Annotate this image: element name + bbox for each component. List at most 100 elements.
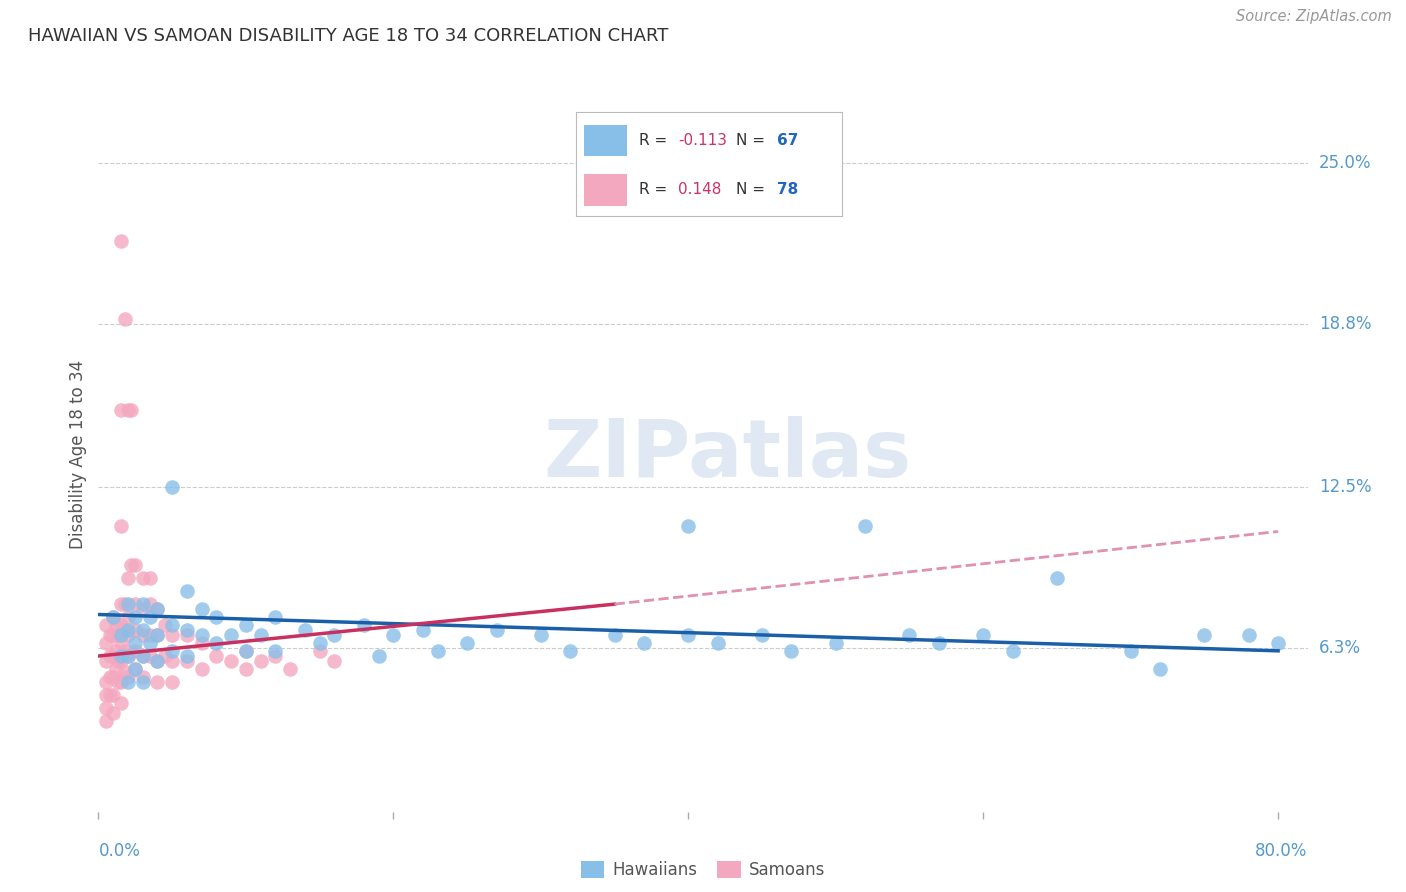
Y-axis label: Disability Age 18 to 34: Disability Age 18 to 34 <box>69 360 87 549</box>
Point <box>120 558 142 573</box>
Point <box>117 628 139 642</box>
Point <box>98 628 121 642</box>
Point <box>110 675 132 690</box>
Point <box>426 644 449 658</box>
Point <box>190 662 212 676</box>
Point <box>131 628 153 642</box>
Point <box>124 662 146 676</box>
Point <box>160 654 183 668</box>
Point <box>117 670 139 684</box>
Point <box>751 628 773 642</box>
Point <box>146 654 169 668</box>
Point <box>117 648 139 663</box>
Point <box>678 519 700 533</box>
Point <box>98 648 121 663</box>
Point <box>139 597 162 611</box>
Point <box>1046 571 1069 585</box>
Point <box>110 234 132 248</box>
Point <box>1194 628 1216 642</box>
Text: 25.0%: 25.0% <box>1319 154 1371 172</box>
Point <box>160 675 183 690</box>
Point <box>124 610 146 624</box>
Point <box>114 311 136 326</box>
Point <box>235 618 257 632</box>
Point <box>131 648 153 663</box>
Point <box>131 602 153 616</box>
Point <box>176 584 198 599</box>
Point <box>101 648 124 663</box>
Point <box>706 636 728 650</box>
Point <box>780 644 803 658</box>
Point <box>101 610 124 624</box>
Point <box>146 628 169 642</box>
Point <box>456 636 478 650</box>
Point <box>176 623 198 637</box>
Point <box>101 706 124 720</box>
Point <box>139 648 162 663</box>
Point <box>205 636 228 650</box>
Point <box>190 628 212 642</box>
Point <box>235 662 257 676</box>
Point <box>485 623 508 637</box>
Point <box>139 636 162 650</box>
Point <box>205 648 228 663</box>
Legend: Hawaiians, Samoans: Hawaiians, Samoans <box>574 854 832 886</box>
Point <box>110 648 132 663</box>
Point <box>146 628 169 642</box>
Point <box>94 675 117 690</box>
Point <box>678 628 700 642</box>
Point <box>382 628 405 642</box>
Point <box>1149 662 1171 676</box>
Point <box>131 571 153 585</box>
Point <box>94 688 117 702</box>
Point <box>94 701 117 715</box>
Text: HAWAIIAN VS SAMOAN DISABILITY AGE 18 TO 34 CORRELATION CHART: HAWAIIAN VS SAMOAN DISABILITY AGE 18 TO … <box>28 27 668 45</box>
Point <box>1119 644 1142 658</box>
Point <box>117 402 139 417</box>
Point <box>190 602 212 616</box>
Point <box>219 654 242 668</box>
Point <box>323 654 346 668</box>
Point <box>117 597 139 611</box>
Point <box>124 597 146 611</box>
Point <box>323 628 346 642</box>
Point <box>235 644 257 658</box>
Point <box>898 628 921 642</box>
Point <box>114 597 136 611</box>
Point <box>105 618 128 632</box>
Point <box>124 636 146 650</box>
Text: 6.3%: 6.3% <box>1319 640 1361 657</box>
Point <box>120 402 142 417</box>
Point <box>824 636 846 650</box>
Point <box>530 628 553 642</box>
Point <box>110 519 132 533</box>
Point <box>264 644 287 658</box>
Point <box>139 628 162 642</box>
Point <box>176 628 198 642</box>
Point <box>107 675 129 690</box>
Point <box>110 654 132 668</box>
Point <box>603 628 626 642</box>
Point <box>205 610 228 624</box>
Point <box>1267 636 1289 650</box>
Point <box>308 644 330 658</box>
Point <box>264 610 287 624</box>
Point <box>633 636 655 650</box>
Point <box>101 670 124 684</box>
Point <box>294 623 316 637</box>
Point <box>1001 644 1024 658</box>
Point <box>153 618 176 632</box>
Point <box>117 610 139 624</box>
Point <box>124 662 146 676</box>
Point <box>107 654 129 668</box>
Point <box>249 628 271 642</box>
Point <box>107 628 129 642</box>
Point <box>124 644 146 658</box>
Point <box>94 654 117 668</box>
Point <box>117 675 139 690</box>
Point <box>101 688 124 702</box>
Point <box>105 662 128 676</box>
Point <box>124 623 146 637</box>
Point <box>105 644 128 658</box>
Text: 0.0%: 0.0% <box>98 842 141 860</box>
